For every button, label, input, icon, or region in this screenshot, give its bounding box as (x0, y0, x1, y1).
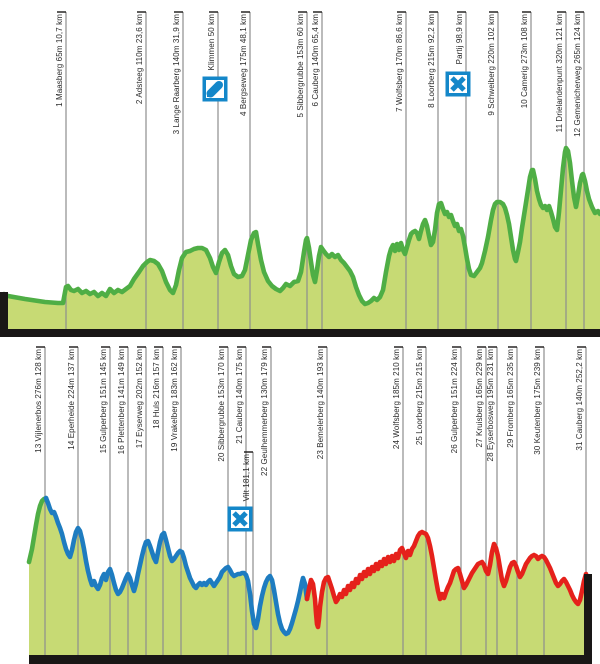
profile-line-green (1, 145, 600, 307)
elevation-area (29, 498, 586, 659)
edge-bar (584, 574, 592, 664)
profile-line-red (304, 529, 589, 630)
chart-first-half (0, 11, 600, 337)
profile-line-blue (43, 495, 310, 637)
feed-bag-icon (202, 76, 228, 102)
crossed-bags-icon (445, 71, 471, 97)
chart-second-half (26, 346, 592, 664)
profile-line-green (26, 495, 49, 565)
baseline-bar (29, 655, 592, 664)
edge-bar (0, 292, 8, 337)
elevation-area (4, 148, 600, 333)
baseline-bar (0, 329, 600, 337)
crossed-bags-icon (227, 506, 253, 532)
